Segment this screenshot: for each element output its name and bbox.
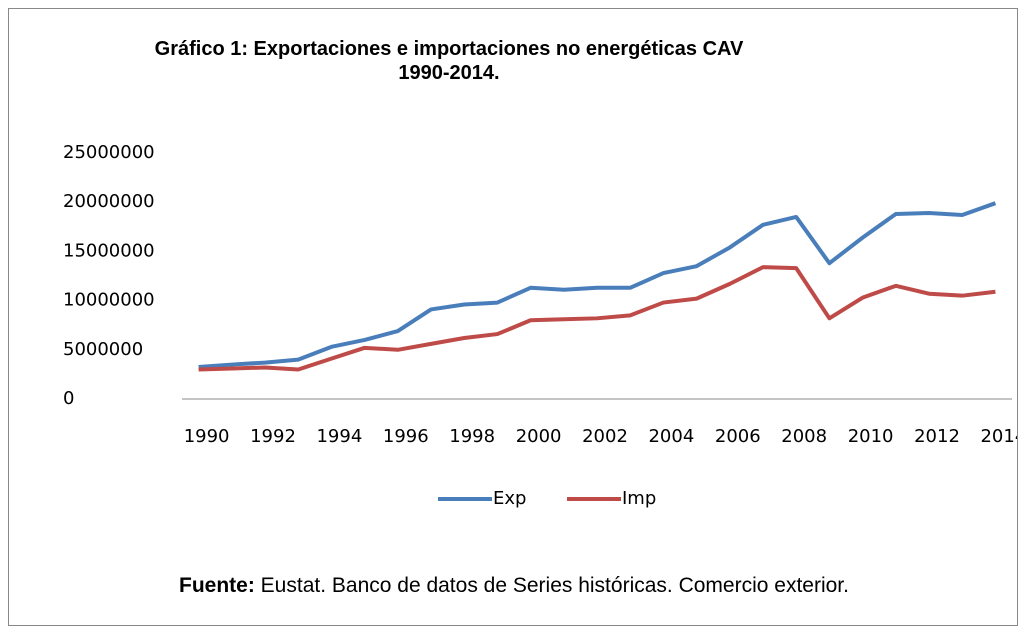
x-tick-label: 2000 — [516, 426, 562, 447]
chart: 0 5000000 10000000 15000000 20000000 25000000… — [63, 142, 1017, 509]
chart-frame: Gráfico 1: Exportaciones e importaciones… — [8, 8, 1018, 626]
x-tick-label: 1992 — [250, 426, 296, 447]
x-tick-label: 2012 — [914, 426, 960, 447]
source-text: Eustat. Banco de datos de Series históri… — [254, 574, 849, 597]
x-tick-label: 2002 — [582, 426, 628, 447]
series-line — [198, 265, 996, 372]
x-tick-label: 2004 — [648, 426, 694, 447]
legend-label: Exp — [493, 488, 526, 509]
source-note: Fuente: Eustat. Banco de datos de Series… — [9, 574, 1017, 598]
x-tick-label: 2014 — [980, 426, 1017, 447]
x-tick-label: 1990 — [184, 426, 230, 447]
x-tick-label: 2008 — [781, 426, 827, 447]
y-tick-label: 0 — [63, 388, 74, 409]
y-tick-label: 20000000 — [63, 191, 155, 212]
x-tick-label: 1994 — [316, 426, 362, 447]
legend-label: Imp — [622, 488, 656, 509]
chart-title: Gráfico 1: Exportaciones e importaciones… — [154, 38, 744, 84]
x-tick-label: 1996 — [383, 426, 429, 447]
y-tick-label: 25000000 — [63, 142, 155, 163]
x-tick-label: 1998 — [449, 426, 495, 447]
series-line — [198, 201, 997, 370]
x-tick-label: 2010 — [848, 426, 894, 447]
y-tick-label: 5000000 — [63, 339, 143, 360]
y-tick-label: 15000000 — [63, 240, 155, 261]
x-tick-label: 2006 — [715, 426, 761, 447]
y-tick-label: 10000000 — [63, 290, 155, 311]
source-label: Fuente: — [179, 574, 255, 597]
